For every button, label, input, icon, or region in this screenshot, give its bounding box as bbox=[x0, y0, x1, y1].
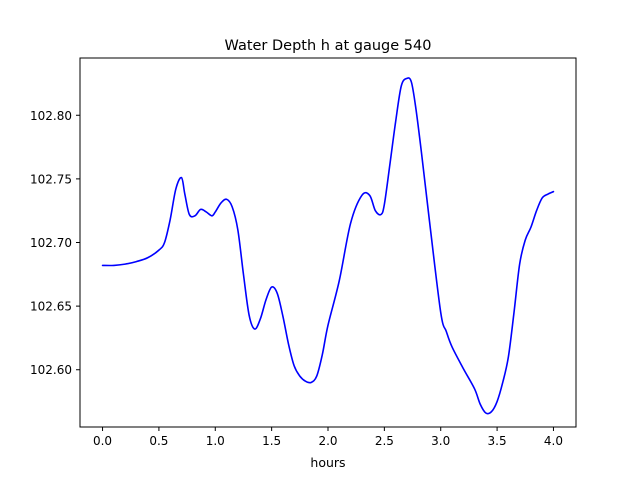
y-tick-label: 102.80 bbox=[30, 109, 72, 123]
y-tick-label: 102.70 bbox=[30, 236, 72, 250]
axes-frame bbox=[79, 57, 577, 428]
y-axis-ticks: 102.60 102.65 102.70 102.75 102.80 bbox=[30, 109, 80, 377]
x-tick-label: 0.5 bbox=[149, 434, 168, 448]
x-tick-label: 1.5 bbox=[262, 434, 281, 448]
chart-title: Water Depth h at gauge 540 bbox=[225, 38, 432, 54]
x-axis-label: hours bbox=[310, 455, 345, 470]
x-tick-label: 1.0 bbox=[206, 434, 225, 448]
x-tick-label: 3.0 bbox=[431, 434, 450, 448]
x-tick-label: 0.0 bbox=[93, 434, 112, 448]
x-tick-label: 2.0 bbox=[318, 434, 337, 448]
x-tick-label: 3.5 bbox=[488, 434, 507, 448]
series-line bbox=[101, 77, 555, 415]
x-tick-label: 4.0 bbox=[544, 434, 563, 448]
x-tick-label: 2.5 bbox=[375, 434, 394, 448]
plot-area bbox=[101, 77, 555, 415]
x-axis-ticks: 0.0 0.5 1.0 1.5 2.0 2.5 3.0 3.5 4.0 bbox=[93, 427, 563, 448]
y-tick-label: 102.65 bbox=[30, 300, 72, 314]
y-tick-label: 102.60 bbox=[30, 363, 72, 377]
y-tick-label: 102.75 bbox=[30, 172, 72, 186]
